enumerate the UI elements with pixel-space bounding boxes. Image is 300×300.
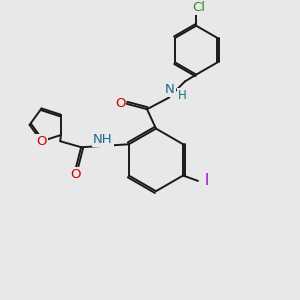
Text: I: I [205, 173, 209, 188]
Text: Cl: Cl [193, 1, 206, 14]
Text: O: O [70, 168, 81, 181]
Text: N: N [165, 83, 175, 96]
Text: O: O [115, 97, 125, 110]
Text: H: H [178, 89, 186, 102]
Text: NH: NH [93, 133, 113, 146]
Text: O: O [36, 135, 47, 148]
